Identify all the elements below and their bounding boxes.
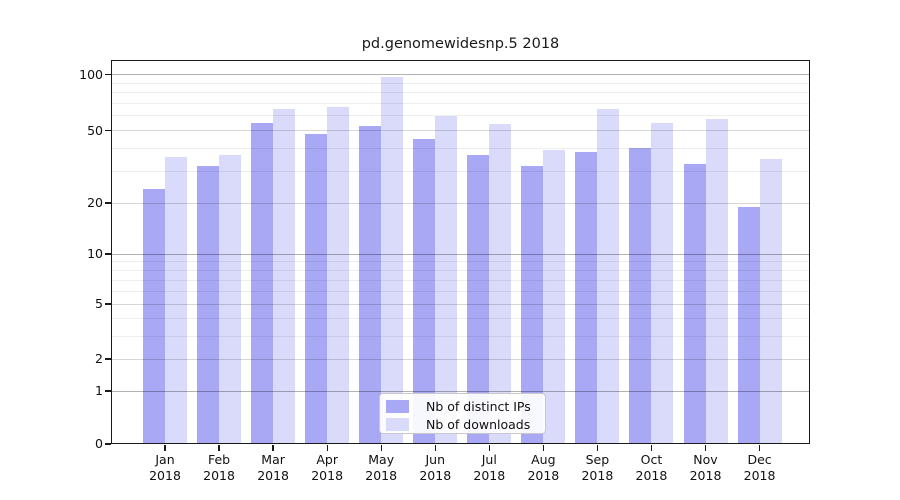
gridline-y-4 (111, 317, 810, 319)
y-tick-label-100: 100 (79, 66, 103, 82)
gridline-y-3 (111, 335, 810, 337)
legend: Nb of distinct IPs Nb of downloads (379, 393, 546, 434)
bar-oct-distinct-ips (629, 148, 652, 444)
bar-jan-distinct-ips (143, 188, 165, 444)
y-tick-label-20: 20 (87, 195, 103, 210)
x-tick-label-dec: Dec 2018 (743, 452, 776, 483)
gridline-y-90 (111, 82, 810, 84)
gridline-y-70 (111, 102, 810, 104)
bar-may-distinct-ips (359, 125, 382, 444)
x-tick-mark-aug (542, 445, 544, 451)
bar-nov-downloads (705, 118, 728, 444)
x-tick-label-apr: Apr 2018 (311, 452, 344, 483)
gridline-y-10 (111, 253, 810, 255)
y-tick-mark-20 (104, 202, 111, 204)
x-tick-label-jun: Jun 2018 (419, 452, 452, 483)
gridline-y-5 (111, 303, 810, 305)
bar-nov-distinct-ips (683, 163, 706, 444)
gridline-y-2 (111, 358, 810, 360)
bar-dec-distinct-ips (737, 206, 760, 444)
bar-sep-distinct-ips (575, 152, 598, 444)
x-tick-label-feb: Feb 2018 (203, 452, 235, 483)
y-tick-label-50: 50 (87, 122, 103, 138)
legend-label-distinct-ips: Nb of distinct IPs (426, 399, 531, 414)
x-tick-mark-may (380, 445, 382, 451)
gridline-y-6 (111, 290, 810, 292)
gridline-y-7 (111, 279, 810, 281)
legend-item-downloads: Nb of downloads (380, 415, 545, 433)
gridline-y-40 (111, 147, 810, 149)
x-tick-mark-nov (704, 445, 707, 451)
x-tick-label-oct: Oct 2018 (635, 452, 668, 483)
bar-jan-downloads (165, 156, 187, 444)
x-tick-label-sep: Sep 2018 (581, 452, 614, 483)
legend-item-distinct-ips: Nb of distinct IPs (380, 397, 545, 415)
x-tick-label-aug: Aug 2018 (527, 452, 560, 483)
bar-aug-downloads (543, 150, 566, 444)
y-tick-label-0: 0 (95, 436, 103, 451)
legend-swatch-distinct-ips (386, 400, 409, 413)
x-tick-label-jul: Jul 2018 (473, 452, 506, 483)
gridline-y-8 (111, 270, 810, 272)
gridline-y-100 (111, 74, 810, 75)
x-tick-mark-jan (164, 445, 166, 451)
y-tick-mark-1 (104, 390, 111, 392)
x-tick-mark-oct (650, 445, 653, 451)
x-tick-mark-apr (326, 445, 328, 451)
bar-feb-downloads (219, 154, 242, 444)
x-tick-label-may: May 2018 (365, 452, 398, 483)
bar-oct-downloads (651, 122, 674, 444)
bar-jun-downloads (435, 115, 458, 444)
bar-jun-distinct-ips (413, 138, 436, 444)
y-tick-mark-50 (104, 129, 111, 132)
x-tick-mark-sep (596, 445, 599, 451)
bar-apr-downloads (327, 106, 350, 444)
legend-swatch-downloads (386, 418, 409, 431)
x-tick-mark-mar (272, 445, 274, 451)
x-tick-mark-jun (434, 445, 436, 451)
legend-label-downloads: Nb of downloads (426, 417, 531, 432)
y-tick-mark-2 (104, 358, 111, 360)
y-tick-label-5: 5 (95, 296, 103, 311)
x-tick-mark-dec (758, 445, 761, 451)
bar-apr-distinct-ips (305, 133, 328, 444)
gridline-y-1 (111, 390, 810, 392)
x-tick-label-mar: Mar 2018 (257, 452, 289, 483)
gridline-y-9 (111, 261, 810, 263)
bar-sep-downloads (597, 109, 620, 444)
y-tick-mark-10 (104, 253, 111, 255)
bar-aug-distinct-ips (521, 166, 544, 444)
bar-jul-downloads (489, 124, 512, 444)
gridline-y-50 (111, 130, 810, 131)
y-tick-label-2: 2 (95, 351, 103, 366)
y-tick-mark-100 (104, 73, 111, 76)
gridline-y-20 (111, 202, 810, 204)
bar-feb-distinct-ips (197, 166, 220, 444)
bar-jul-distinct-ips (467, 154, 490, 444)
y-tick-mark-5 (104, 303, 111, 305)
y-tick-label-10: 10 (87, 246, 103, 261)
x-tick-mark-jul (488, 445, 490, 451)
x-tick-label-nov: Nov 2018 (689, 452, 722, 483)
y-tick-mark-0 (104, 443, 111, 445)
bar-mar-distinct-ips (251, 122, 274, 444)
x-tick-mark-feb (218, 445, 220, 451)
gridline-y-30 (111, 170, 810, 172)
bar-may-downloads (381, 76, 404, 444)
bar-mar-downloads (273, 109, 296, 444)
y-tick-label-1: 1 (95, 383, 103, 398)
bar-dec-downloads (759, 158, 782, 444)
gridline-y-60 (111, 115, 810, 117)
x-tick-label-jan: Jan 2018 (149, 452, 181, 483)
chart-title: pd.genomewidesnp.5 2018 (361, 36, 560, 52)
gridline-y-80 (111, 92, 810, 94)
